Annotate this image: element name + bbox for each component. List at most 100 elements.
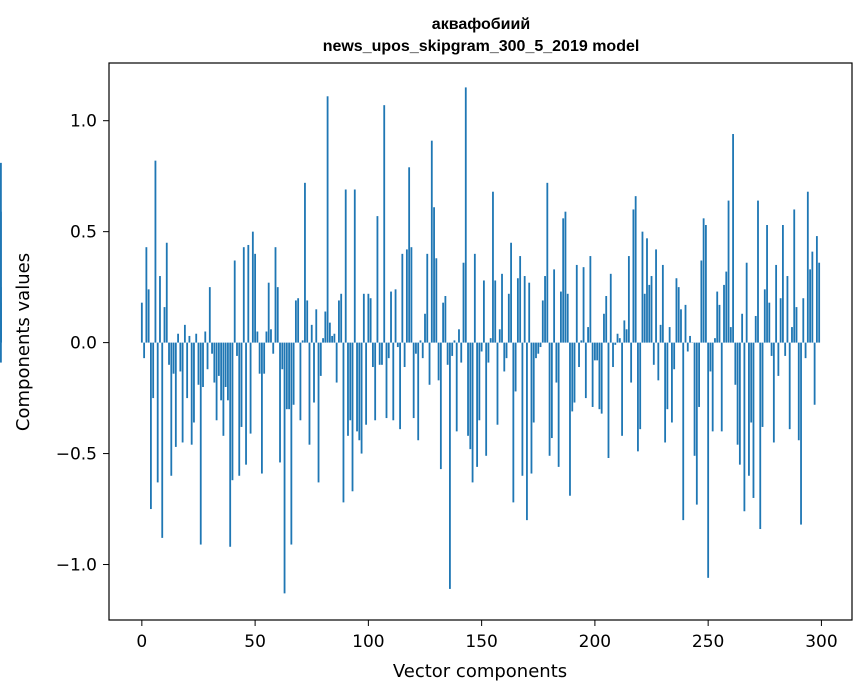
bar (353, 189, 356, 343)
bar (292, 342, 295, 405)
bar (630, 342, 633, 383)
bar (507, 293, 510, 343)
bar (643, 293, 646, 343)
bar (689, 335, 691, 343)
bar (582, 267, 585, 343)
bar (193, 342, 195, 423)
bar (170, 342, 173, 476)
bar (616, 333, 619, 343)
bar (655, 249, 657, 343)
bar (261, 342, 263, 474)
bar (464, 87, 467, 343)
bars-group (0, 87, 821, 594)
bar (598, 342, 601, 410)
bar (229, 342, 232, 547)
bar (254, 253, 257, 343)
bar (625, 329, 628, 343)
bar (510, 242, 512, 343)
bar (738, 342, 741, 465)
bar (501, 273, 503, 343)
bar (340, 293, 343, 343)
bar (310, 324, 313, 343)
bar (188, 335, 191, 343)
bar (704, 225, 707, 343)
bar (227, 342, 229, 401)
bar (238, 342, 241, 476)
bar (442, 302, 445, 343)
bar (752, 342, 755, 498)
bar (174, 342, 177, 447)
bar (487, 342, 490, 363)
bar (385, 342, 388, 419)
bar (637, 342, 639, 452)
bar (242, 247, 245, 343)
bar (145, 247, 148, 343)
bar (566, 293, 569, 343)
bar (326, 96, 329, 343)
bar (707, 342, 710, 578)
bar (580, 340, 583, 343)
bar (555, 342, 558, 383)
bar (734, 342, 737, 385)
bar (564, 211, 567, 343)
bar (163, 307, 166, 343)
bar (587, 327, 589, 343)
bar (344, 189, 347, 343)
bar (741, 313, 744, 343)
bar (476, 342, 479, 467)
bar (779, 298, 782, 343)
bar (777, 342, 780, 376)
bar (754, 315, 757, 343)
bar (657, 342, 660, 381)
bar (593, 342, 596, 361)
bar (177, 333, 179, 343)
bar (281, 342, 284, 370)
x-tick-label: 150 (465, 632, 497, 652)
bar (428, 342, 431, 385)
bar (693, 342, 696, 456)
bar (698, 342, 700, 407)
bar (0, 342, 2, 363)
bar (650, 276, 653, 343)
bar (308, 342, 311, 445)
bar (768, 302, 771, 343)
bar (467, 342, 469, 436)
y-tick-label: −1.0 (56, 556, 97, 576)
bar (544, 276, 546, 343)
bar (627, 256, 630, 343)
bar (686, 342, 689, 352)
bar (272, 342, 275, 354)
bar (172, 342, 175, 374)
bar (788, 342, 791, 430)
bar (750, 342, 753, 423)
bar (732, 134, 734, 343)
bar (165, 242, 168, 343)
bar (288, 342, 290, 410)
bar (306, 300, 309, 343)
y-axis-label: Components values (13, 253, 34, 431)
bar (766, 225, 768, 343)
bar (399, 342, 401, 430)
bar (412, 342, 415, 419)
bar (270, 329, 272, 343)
bar (806, 191, 809, 343)
bar (195, 333, 198, 343)
bar (575, 264, 578, 343)
bar (349, 342, 352, 421)
bar (695, 342, 698, 505)
bar (512, 342, 515, 503)
bar (140, 302, 143, 343)
bar (680, 309, 682, 343)
bar (714, 338, 716, 343)
bar (240, 342, 243, 427)
x-tick-label: 250 (692, 632, 724, 652)
bar (362, 293, 365, 343)
bar (455, 342, 458, 432)
bar (206, 342, 209, 370)
bar (666, 342, 669, 410)
bar (401, 253, 404, 343)
bar (304, 182, 306, 343)
bar (331, 335, 334, 343)
bar (258, 342, 261, 374)
bar (256, 331, 259, 343)
